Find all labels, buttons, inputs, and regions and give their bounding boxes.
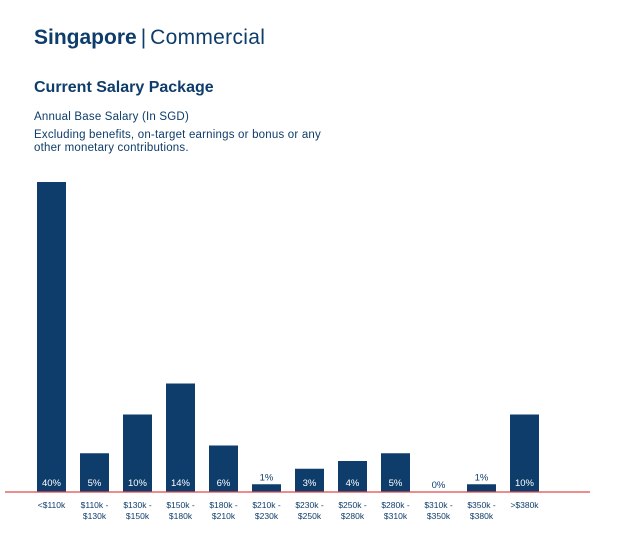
tick-label-5-0: $210k -: [252, 500, 281, 510]
tick-label-7-1: $280k: [341, 511, 365, 521]
tick-label-9-1: $350k: [427, 511, 451, 521]
data-label-10: 1%: [475, 472, 489, 483]
tick-label-3-0: $150k -: [166, 500, 195, 510]
tick-label-2-0: $130k -: [123, 500, 152, 510]
tick-label-1-0: $110k -: [81, 500, 109, 510]
data-label-9: 0%: [432, 480, 446, 491]
segment-title: Commercial: [150, 26, 266, 49]
tick-label-10-1: $380k: [470, 511, 494, 521]
tick-label-0-0: <$110k: [38, 500, 66, 510]
bar-5: [252, 484, 281, 492]
bar-7: [338, 461, 367, 492]
chart-note: Excluding benefits, on-target earnings o…: [34, 129, 321, 154]
bar-2: [123, 414, 152, 492]
tick-label-4-1: $210k: [212, 511, 236, 521]
title-separator: |: [140, 26, 147, 49]
data-label-8: 5%: [389, 478, 403, 489]
data-label-6: 3%: [303, 478, 317, 489]
tick-label-8-1: $310k: [384, 511, 408, 521]
bar-10: [467, 484, 496, 492]
data-label-11: 10%: [515, 478, 535, 489]
data-label-2: 10%: [128, 478, 148, 489]
data-label-1: 5%: [88, 478, 102, 489]
tick-label-10-0: $350k -: [467, 500, 496, 510]
bar-3: [166, 383, 195, 492]
tick-label-6-1: $250k: [298, 511, 322, 521]
tick-label-5-1: $230k: [255, 511, 279, 521]
tick-label-6-0: $230k -: [295, 500, 324, 510]
region-title: Singapore: [34, 26, 137, 49]
chart-title: Current Salary Package: [34, 79, 214, 96]
data-label-7: 4%: [346, 478, 360, 489]
bar-1: [80, 453, 109, 492]
tick-label-1-1: $130k: [83, 511, 107, 521]
tick-label-3-1: $180k: [169, 511, 193, 521]
bar-11: [510, 414, 539, 492]
tick-label-7-0: $250k -: [338, 500, 367, 510]
tick-label-4-0: $180k -: [209, 500, 238, 510]
tick-label-9-0: $310k -: [424, 500, 453, 510]
bar-4: [209, 445, 238, 492]
tick-label-2-1: $150k: [126, 511, 150, 521]
data-label-5: 1%: [260, 472, 274, 483]
data-label-0: 40%: [42, 478, 62, 489]
data-label-4: 6%: [217, 478, 231, 489]
tick-label-8-0: $280k -: [381, 500, 410, 510]
data-label-3: 14%: [171, 478, 191, 489]
bar-6: [295, 468, 324, 492]
bar-8: [381, 453, 410, 492]
chart-subtitle: Annual Base Salary (In SGD): [34, 111, 189, 123]
tick-label-11-0: >$380k: [510, 500, 539, 510]
bar-0: [37, 182, 66, 492]
page-title: Singapore | Commercial: [34, 26, 265, 50]
